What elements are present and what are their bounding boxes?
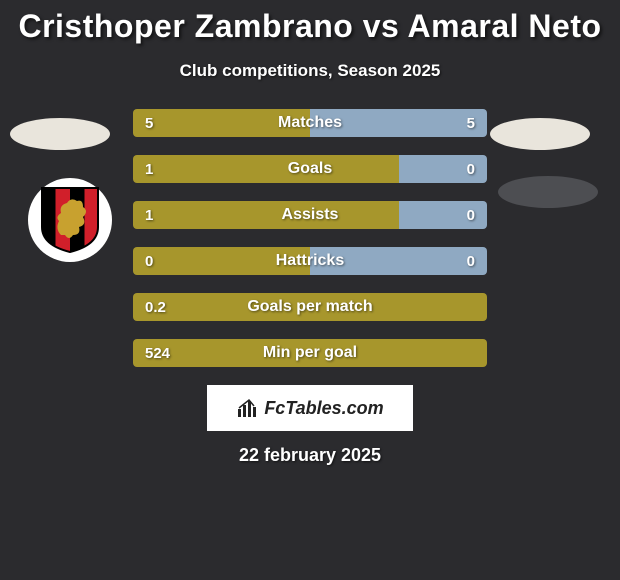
date-line: 22 february 2025 [0, 445, 620, 466]
crest-shield [41, 187, 99, 253]
club-right-badge [498, 176, 598, 208]
stat-seg-left [133, 109, 310, 137]
stat-row: Goals10 [133, 155, 487, 183]
stat-track [133, 109, 487, 137]
stat-track [133, 339, 487, 367]
branding-badge[interactable]: FcTables.com [207, 385, 413, 431]
stats-container: Matches55 Goals10 Assists10 Hattricks00 Goal… [133, 109, 487, 367]
player-right-avatar [490, 118, 590, 150]
stat-seg-right [310, 247, 487, 275]
stat-seg-right [399, 201, 488, 229]
crest-stripe-3 [85, 187, 100, 253]
branding-text: FcTables.com [264, 398, 383, 419]
crest-stripe-0 [41, 187, 56, 253]
stat-seg-left [133, 339, 487, 367]
stat-seg-left [133, 293, 487, 321]
branding-chart-icon [236, 397, 258, 419]
stat-seg-right [399, 155, 488, 183]
stat-row: Matches55 [133, 109, 487, 137]
subtitle: Club competitions, Season 2025 [0, 61, 620, 81]
player-left-avatar [10, 118, 110, 150]
stat-row: Min per goal524 [133, 339, 487, 367]
stat-seg-left [133, 155, 399, 183]
stat-track [133, 155, 487, 183]
club-left-crest [28, 178, 112, 262]
stat-seg-left [133, 247, 310, 275]
crest-svg [41, 187, 99, 253]
page-title: Cristhoper Zambrano vs Amaral Neto [0, 0, 620, 45]
stat-row: Goals per match0.2 [133, 293, 487, 321]
stat-seg-right [310, 109, 487, 137]
stat-row: Hattricks00 [133, 247, 487, 275]
stat-track [133, 201, 487, 229]
stat-track [133, 293, 487, 321]
stat-row: Assists10 [133, 201, 487, 229]
stat-seg-left [133, 201, 399, 229]
stat-track [133, 247, 487, 275]
